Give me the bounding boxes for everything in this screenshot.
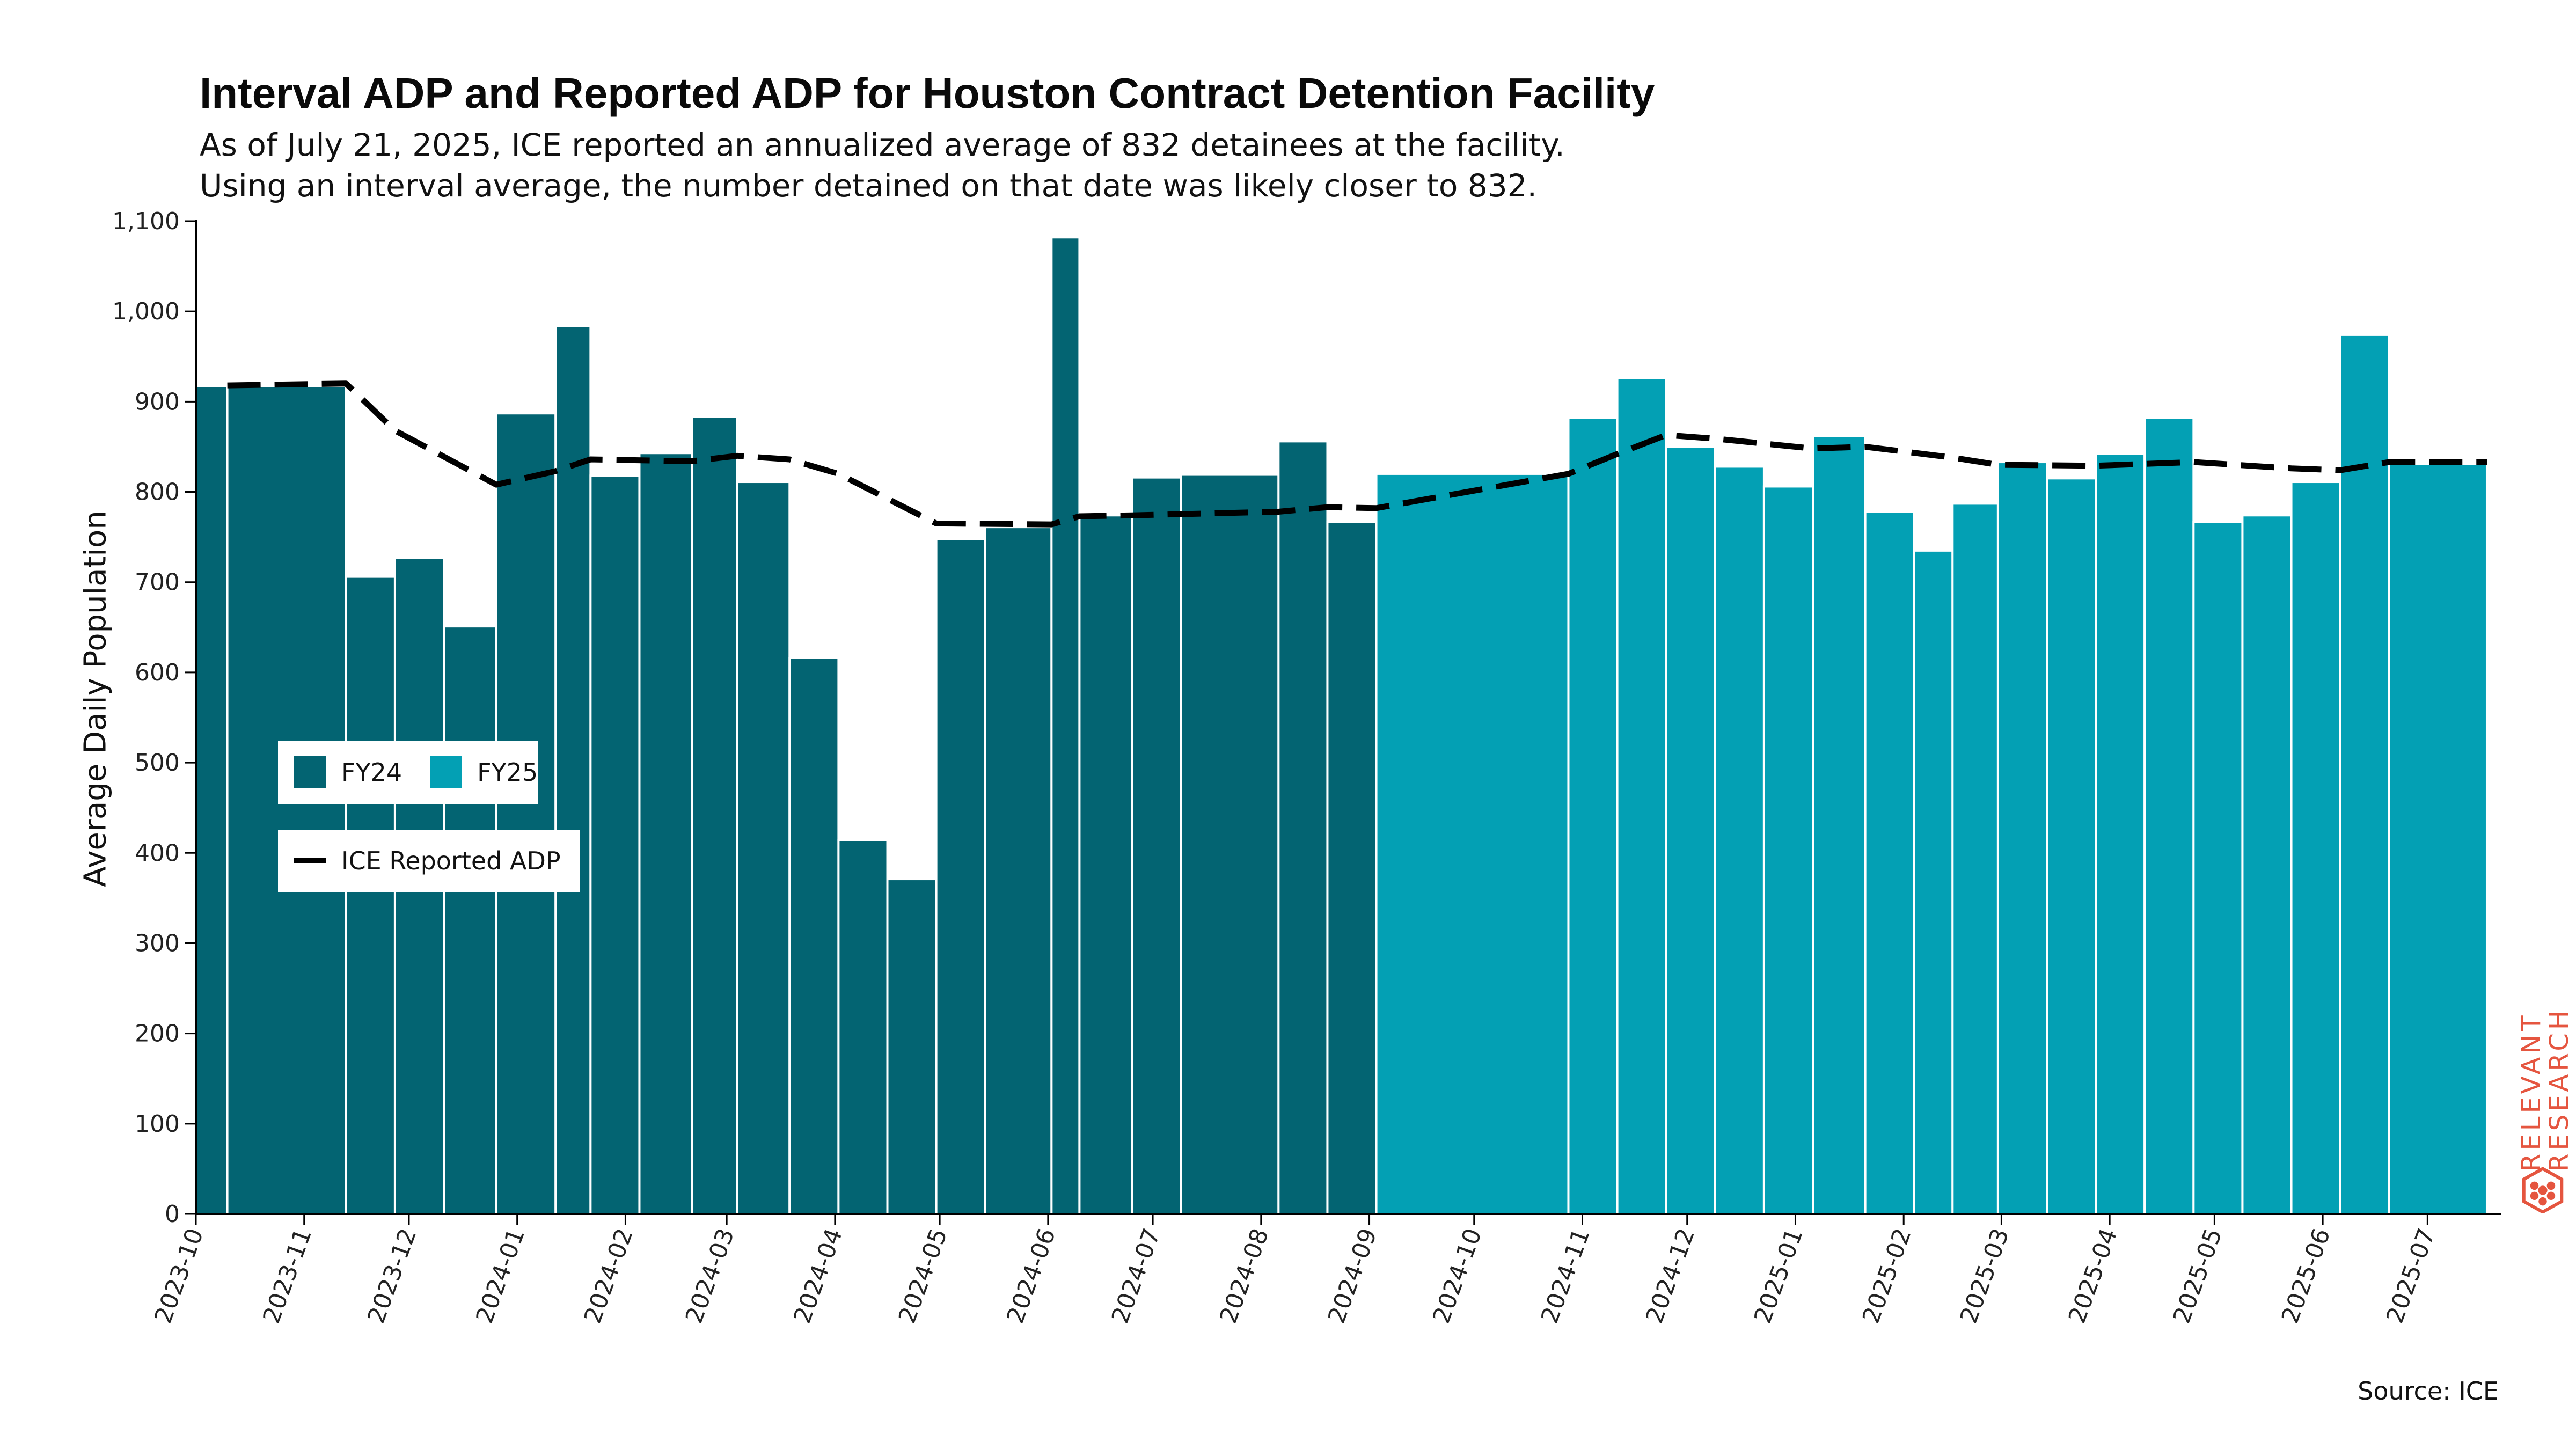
interval-bar-fy24 bbox=[1326, 521, 1378, 1216]
y-tick-label: 500 bbox=[135, 749, 180, 777]
y-tick-label: 400 bbox=[135, 839, 180, 867]
dashed-line-swatch bbox=[294, 858, 326, 863]
chart-title: Interval ADP and Reported ADP for Housto… bbox=[200, 69, 1655, 117]
x-tick-label: 2024-03 bbox=[680, 1225, 740, 1327]
interval-bar-fy24 bbox=[1180, 473, 1280, 1215]
ice-reported-adp-label: ICE Reported ADP bbox=[341, 846, 561, 875]
y-axis-label: Average Daily Population bbox=[78, 510, 113, 887]
x-tick-label: 2024-04 bbox=[788, 1225, 848, 1327]
interval-bar-fy24 bbox=[345, 575, 396, 1215]
legend-item-fy25: FY25 bbox=[430, 756, 538, 788]
x-tick-label: 2024-05 bbox=[894, 1225, 953, 1327]
x-tick-label: 2024-10 bbox=[1428, 1225, 1487, 1327]
interval-bar-fy24 bbox=[935, 538, 986, 1215]
interval-bars bbox=[195, 236, 2488, 1216]
interval-bar-fy24 bbox=[1277, 440, 1329, 1215]
interval-bar-fy24 bbox=[736, 481, 791, 1216]
chart-subtitle: As of July 21, 2025, ICE reported an ann… bbox=[200, 125, 1565, 206]
interval-bar-fy25 bbox=[1567, 416, 1619, 1215]
brand-line-1: RELEVANT bbox=[2516, 1012, 2546, 1172]
y-tick-label: 900 bbox=[135, 388, 180, 415]
interval-bar-fy24 bbox=[443, 625, 497, 1215]
interval-bar-fy25 bbox=[1996, 461, 2048, 1216]
interval-bar-fy25 bbox=[1812, 435, 1867, 1215]
interval-bar-fy24 bbox=[1050, 236, 1081, 1216]
brand-line-2: RESEARCH bbox=[2544, 1007, 2574, 1172]
interval-bar-fy25 bbox=[2143, 416, 2195, 1215]
interval-bar-fy24 bbox=[886, 878, 938, 1215]
interval-bar-fy24 bbox=[691, 415, 738, 1215]
y-tick-label: 0 bbox=[165, 1201, 180, 1228]
y-tick-label: 600 bbox=[135, 659, 180, 686]
interval-bar-fy24 bbox=[1131, 476, 1182, 1215]
x-tick-label: 2023-10 bbox=[150, 1225, 209, 1327]
subtitle-line-1: As of July 21, 2025, ICE reported an ann… bbox=[200, 127, 1565, 163]
legend-reported-adp: ICE Reported ADP bbox=[278, 830, 580, 892]
interval-bar-fy24 bbox=[495, 412, 557, 1215]
fy25-swatch bbox=[430, 756, 463, 788]
y-tick-label: 100 bbox=[135, 1110, 180, 1138]
legend-fiscal-year: FY24 FY25 bbox=[278, 741, 538, 804]
interval-bar-fy25 bbox=[1762, 485, 1814, 1215]
x-tick-label: 2024-12 bbox=[1641, 1225, 1700, 1327]
hexagon-logo-icon bbox=[2522, 1167, 2564, 1213]
interval-bar-fy25 bbox=[1375, 472, 1570, 1216]
interval-bar-fy24 bbox=[589, 474, 641, 1215]
source-note: Source: ICE bbox=[2358, 1377, 2499, 1406]
x-tick-label: 2023-12 bbox=[362, 1225, 422, 1327]
reported-adp-line bbox=[227, 380, 2487, 528]
brand-wordmark: RELEVANT RESEARCH bbox=[2516, 1007, 2574, 1172]
y-tick-label: 200 bbox=[135, 1020, 180, 1048]
x-tick-label: 2024-11 bbox=[1536, 1225, 1596, 1327]
interval-bar-fy24 bbox=[638, 452, 693, 1215]
x-tick-label: 2024-07 bbox=[1107, 1225, 1166, 1327]
x-tick-label: 2025-07 bbox=[2381, 1225, 2441, 1327]
interval-bar-fy25 bbox=[2290, 481, 2341, 1216]
subtitle-line-2: Using an interval average, the number de… bbox=[200, 167, 1537, 204]
y-tick-label: 800 bbox=[135, 479, 180, 506]
fy24-swatch bbox=[294, 756, 326, 788]
interval-bar-fy24 bbox=[788, 657, 840, 1215]
interval-bar-fy25 bbox=[2241, 514, 2293, 1215]
x-tick-label: 2025-06 bbox=[2277, 1225, 2336, 1327]
legend-item-fy24: FY24 bbox=[294, 756, 402, 788]
x-tick-label: 2025-04 bbox=[2063, 1225, 2123, 1327]
interval-bar-fy24 bbox=[1078, 514, 1133, 1215]
y-tick-label: 300 bbox=[135, 930, 180, 957]
y-tick-label: 1,000 bbox=[112, 298, 180, 325]
x-tick-label: 2024-06 bbox=[1001, 1225, 1061, 1327]
x-tick-label: 2024-01 bbox=[471, 1225, 530, 1327]
interval-bar-fy25 bbox=[1913, 549, 1954, 1215]
x-tick-label: 2024-08 bbox=[1214, 1225, 1274, 1327]
y-tick-label: 700 bbox=[135, 569, 180, 596]
legend-item-ice-reported-adp: ICE Reported ADP bbox=[294, 846, 561, 875]
x-tick-label: 2025-02 bbox=[1857, 1225, 1917, 1327]
fy24-label: FY24 bbox=[341, 758, 402, 787]
interval-bar-fy25 bbox=[2388, 463, 2488, 1216]
x-tick-label: 2025-05 bbox=[2168, 1225, 2228, 1327]
interval-bar-fy24 bbox=[195, 385, 229, 1215]
x-tick-label: 2025-03 bbox=[1955, 1225, 2015, 1327]
x-tick-label: 2024-09 bbox=[1323, 1225, 1382, 1327]
interval-bar-fy25 bbox=[1951, 502, 1999, 1216]
interval-bar-fy24 bbox=[984, 526, 1053, 1215]
interval-bar-fy25 bbox=[1864, 510, 1915, 1216]
reported-adp-series bbox=[227, 380, 2487, 528]
x-tick-label: 2023-11 bbox=[258, 1225, 317, 1327]
interval-bar-fy25 bbox=[1616, 377, 1667, 1215]
x-tick-label: 2024-02 bbox=[579, 1225, 639, 1327]
x-tick-label: 2025-01 bbox=[1749, 1225, 1809, 1327]
fy25-label: FY25 bbox=[477, 758, 538, 787]
interval-bar-fy24 bbox=[837, 839, 889, 1215]
interval-bar-fy25 bbox=[2192, 521, 2244, 1216]
interval-bar-fy25 bbox=[2095, 452, 2146, 1216]
y-tick-label: 1,100 bbox=[112, 208, 180, 235]
interval-bar-fy25 bbox=[1665, 445, 1716, 1215]
relevant-research-logo: RELEVANT RESEARCH bbox=[2505, 993, 2576, 1218]
interval-bar-fy25 bbox=[2046, 477, 2097, 1215]
interval-bar-fy25 bbox=[1714, 465, 1765, 1215]
